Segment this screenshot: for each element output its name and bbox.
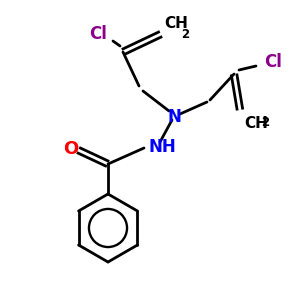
- Text: 2: 2: [181, 28, 189, 41]
- Text: 2: 2: [261, 116, 269, 128]
- Text: Cl: Cl: [264, 53, 282, 71]
- Text: N: N: [167, 108, 181, 126]
- Text: NH: NH: [148, 138, 176, 156]
- Text: O: O: [63, 140, 79, 158]
- Text: CH: CH: [164, 16, 188, 31]
- Text: CH: CH: [244, 116, 268, 131]
- Text: Cl: Cl: [89, 25, 107, 43]
